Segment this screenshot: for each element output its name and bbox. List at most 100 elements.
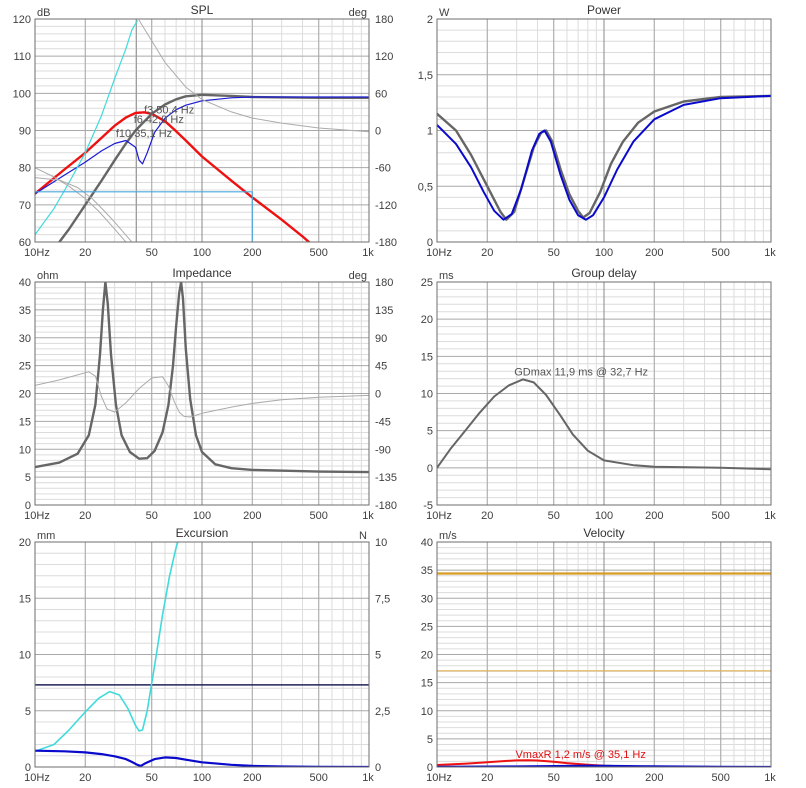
- x-tick-label: 10Hz: [24, 772, 50, 784]
- y-tick-label: 0: [427, 762, 433, 774]
- y-tick-label: 25: [421, 277, 433, 289]
- y-tick-label: 35: [19, 305, 31, 317]
- y-tick-label: 5: [25, 472, 31, 484]
- grid: [436, 541, 772, 768]
- x-tick-label: 500: [712, 772, 730, 784]
- chart-title: Excursion: [176, 526, 229, 540]
- y-tick-label: 2: [427, 14, 433, 26]
- y2-tick-label: 90: [375, 333, 387, 345]
- y2-tick-label: 180: [375, 277, 393, 289]
- x-tick-label: 200: [645, 247, 663, 259]
- x-tick-label: 500: [310, 772, 328, 784]
- y2-tick-label: 45: [375, 361, 387, 373]
- y-tick-label: 0: [25, 762, 31, 774]
- power-chart: 0 0,5 1 1,5 2 10Hz 20 50 100 200 500 1k Power W: [418, 3, 777, 259]
- y2-tick-label: -45: [375, 416, 391, 428]
- x-tick-label: 500: [310, 247, 328, 259]
- chart-title: SPL: [191, 3, 214, 17]
- y-tick-label: 60: [19, 237, 31, 249]
- plot-frame: [34, 541, 370, 768]
- y-tick-label: 15: [421, 678, 433, 690]
- y-axis-unit: mm: [37, 530, 55, 542]
- y-tick-label: 70: [19, 200, 31, 212]
- grid: [436, 281, 772, 506]
- y-tick-label: 20: [19, 537, 31, 549]
- chart-title: Impedance: [172, 266, 232, 280]
- series-line-2: [58, 93, 369, 242]
- x-tick-label: 100: [193, 772, 211, 784]
- y-tick-label: 25: [421, 621, 433, 633]
- y2-tick-label: -60: [375, 163, 391, 175]
- x-tick-label: 20: [79, 247, 91, 259]
- y2-tick-label: 5: [375, 650, 381, 662]
- y2-axis-unit: N: [359, 530, 367, 542]
- y-axis-unit: W: [439, 7, 450, 19]
- y-tick-label: 5: [25, 706, 31, 718]
- grid: [436, 18, 772, 243]
- x-tick-label: 100: [193, 510, 211, 522]
- y2-tick-label: 7,5: [375, 593, 390, 605]
- y-tick-label: 5: [427, 734, 433, 746]
- series-line-7: [35, 167, 127, 242]
- x-tick-label: 200: [243, 247, 261, 259]
- series-line-2: [437, 94, 771, 221]
- y2-tick-label: -180: [375, 237, 397, 249]
- x-tick-label: 50: [146, 510, 158, 522]
- x-tick-label: 500: [712, 510, 730, 522]
- grid: [34, 18, 370, 243]
- y2-axis-unit: deg: [349, 7, 367, 19]
- x-tick-label: 50: [146, 247, 158, 259]
- y-tick-label: 0: [25, 500, 31, 512]
- series-line-2: [35, 749, 369, 767]
- series-line-1: [437, 378, 771, 471]
- x-tick-label: 100: [595, 772, 613, 784]
- plot-frame: [34, 18, 370, 243]
- y2-tick-label: 0: [375, 762, 381, 774]
- x-tick-label: 100: [193, 247, 211, 259]
- plot-frame: [436, 541, 772, 768]
- y-axis-unit: dB: [37, 7, 50, 19]
- x-tick-label: 1k: [764, 510, 776, 522]
- y2-tick-label: 10: [375, 537, 387, 549]
- x-tick-label: 10Hz: [426, 772, 452, 784]
- y-tick-label: 110: [13, 51, 31, 63]
- plot-area: [35, 19, 369, 242]
- annotation-label: VmaxR 1,2 m/s @ 35,1 Hz: [515, 749, 645, 761]
- y-tick-label: 80: [19, 163, 31, 175]
- x-tick-label: 1k: [764, 247, 776, 259]
- grid: [34, 541, 370, 768]
- x-tick-label: 10Hz: [426, 510, 452, 522]
- x-tick-label: 100: [595, 510, 613, 522]
- y2-tick-label: 60: [375, 88, 387, 100]
- y2-tick-label: 0: [375, 389, 381, 401]
- series-line-4: [35, 20, 138, 236]
- y-axis-unit: m/s: [439, 530, 457, 542]
- y-tick-label: 100: [13, 88, 31, 100]
- y-tick-label: -5: [423, 500, 433, 512]
- y2-tick-label: 120: [375, 51, 393, 63]
- y2-tick-label: -90: [375, 444, 391, 456]
- plot-area: [35, 542, 369, 767]
- y-tick-label: 0: [427, 463, 433, 475]
- y-tick-label: 10: [19, 444, 31, 456]
- plot-frame: [34, 281, 370, 506]
- y-tick-label: 5: [427, 426, 433, 438]
- x-tick-label: 50: [548, 247, 560, 259]
- y-tick-label: 90: [19, 126, 31, 138]
- series-line-8: [35, 191, 253, 242]
- y2-tick-label: 135: [375, 305, 393, 317]
- y-tick-label: 25: [19, 361, 31, 373]
- x-tick-label: 1k: [362, 510, 374, 522]
- y2-tick-label: 180: [375, 14, 393, 26]
- x-tick-label: 10Hz: [24, 247, 50, 259]
- x-tick-label: 20: [481, 772, 493, 784]
- x-tick-label: 1k: [362, 247, 374, 259]
- y2-tick-label: -120: [375, 200, 397, 212]
- y-tick-label: 15: [19, 416, 31, 428]
- y-tick-label: 35: [421, 565, 433, 577]
- y-axis-unit: ohm: [37, 270, 58, 282]
- x-tick-label: 200: [645, 772, 663, 784]
- chart-title: Velocity: [583, 526, 624, 540]
- x-tick-label: 20: [79, 772, 91, 784]
